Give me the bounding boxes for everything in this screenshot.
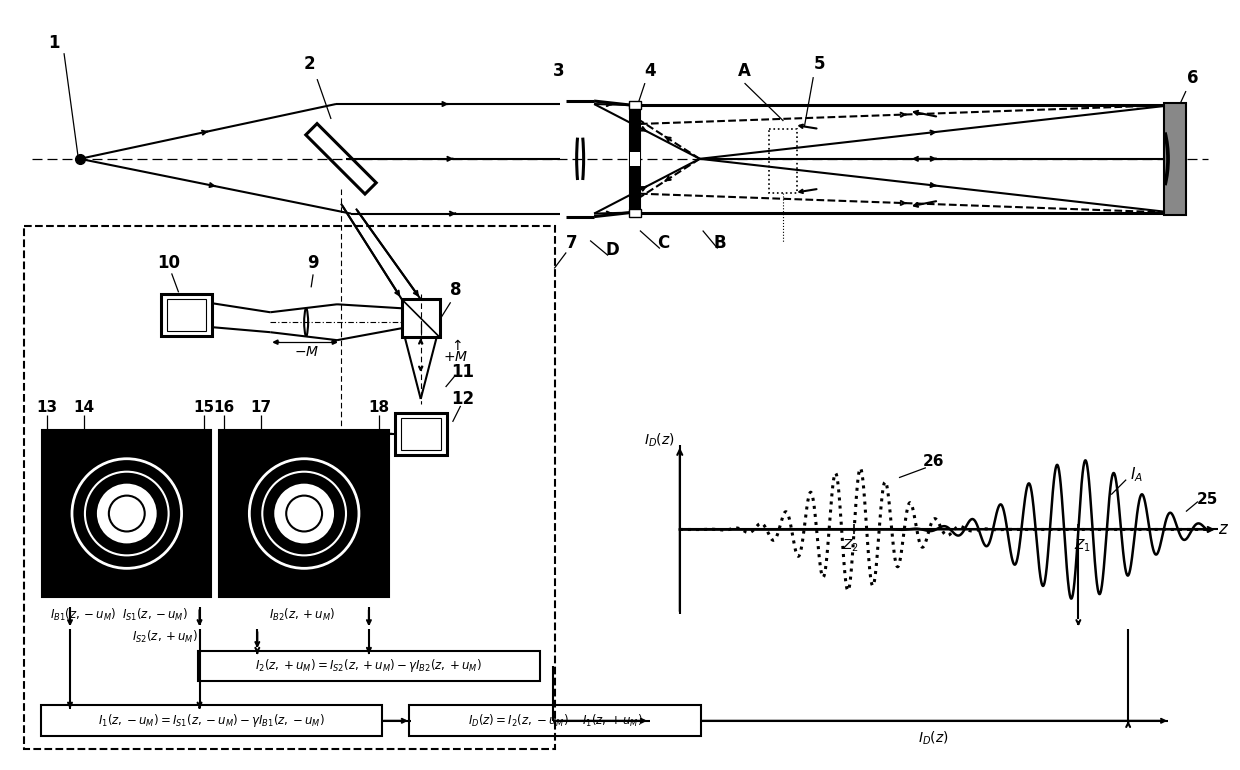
Text: 14: 14 <box>73 400 94 415</box>
Text: z: z <box>1219 521 1228 538</box>
Text: A: A <box>738 62 751 80</box>
Text: D: D <box>605 242 619 259</box>
Text: 11: 11 <box>451 363 474 381</box>
Text: 12: 12 <box>451 390 474 408</box>
Text: $I_2(z,+u_M)=I_{S2}(z,+u_M)-\gamma I_{B2}(z,+u_M)$: $I_2(z,+u_M)=I_{S2}(z,+u_M)-\gamma I_{B2… <box>255 658 482 675</box>
Text: $I_A$: $I_A$ <box>1130 465 1142 484</box>
Polygon shape <box>42 430 212 598</box>
Text: $\uparrow$: $\uparrow$ <box>449 337 463 353</box>
Text: B: B <box>713 235 725 253</box>
Circle shape <box>97 484 156 544</box>
Text: $I_{B2}(z,+u_M)$: $I_{B2}(z,+u_M)$ <box>269 608 336 623</box>
Text: 7: 7 <box>567 235 578 253</box>
Text: 17: 17 <box>250 400 272 415</box>
Text: $-M$: $-M$ <box>294 345 319 359</box>
Text: 2: 2 <box>304 55 315 73</box>
Polygon shape <box>630 152 640 166</box>
Text: $I_{B1}(z,-u_M)$: $I_{B1}(z,-u_M)$ <box>50 608 117 623</box>
Text: 18: 18 <box>368 400 389 415</box>
Text: $I_{S2}(z,+u_M)$: $I_{S2}(z,+u_M)$ <box>131 629 197 645</box>
Text: 4: 4 <box>644 62 656 80</box>
Text: 15: 15 <box>193 400 215 415</box>
Text: 25: 25 <box>1197 492 1219 507</box>
Polygon shape <box>219 430 389 598</box>
Text: 1: 1 <box>48 34 60 52</box>
Text: 3: 3 <box>552 62 564 80</box>
Text: 26: 26 <box>923 454 945 469</box>
Text: 9: 9 <box>308 254 319 273</box>
Polygon shape <box>630 105 640 213</box>
Circle shape <box>296 506 312 521</box>
Text: 10: 10 <box>157 254 180 273</box>
Text: $I_1(z,-u_M)=I_{S1}(z,-u_M)-\gamma I_{B1}(z,-u_M)$: $I_1(z,-u_M)=I_{S1}(z,-u_M)-\gamma I_{B1… <box>98 712 325 729</box>
Polygon shape <box>629 209 641 216</box>
Text: $Z_1$: $Z_1$ <box>1074 537 1091 554</box>
Text: $Z_2$: $Z_2$ <box>842 537 858 554</box>
Text: $I_D(z)$: $I_D(z)$ <box>644 431 675 448</box>
Text: 13: 13 <box>36 400 57 415</box>
Text: $I_D(z)=I_2(z,-u_M)-I_1(z,+u_M)$: $I_D(z)=I_2(z,-u_M)-I_1(z,+u_M)$ <box>467 713 642 729</box>
Text: $I_{S1}(z,-u_M)$: $I_{S1}(z,-u_M)$ <box>122 608 187 623</box>
Polygon shape <box>1164 103 1185 215</box>
Text: $+M$: $+M$ <box>443 350 469 364</box>
Circle shape <box>274 484 334 544</box>
Text: $I_D(z)$: $I_D(z)$ <box>919 730 950 748</box>
Circle shape <box>119 506 135 521</box>
Text: 6: 6 <box>1187 69 1199 87</box>
Text: 8: 8 <box>450 281 461 300</box>
Polygon shape <box>629 101 641 109</box>
Text: C: C <box>657 235 668 253</box>
Text: 16: 16 <box>213 400 236 415</box>
Text: 5: 5 <box>813 55 825 73</box>
